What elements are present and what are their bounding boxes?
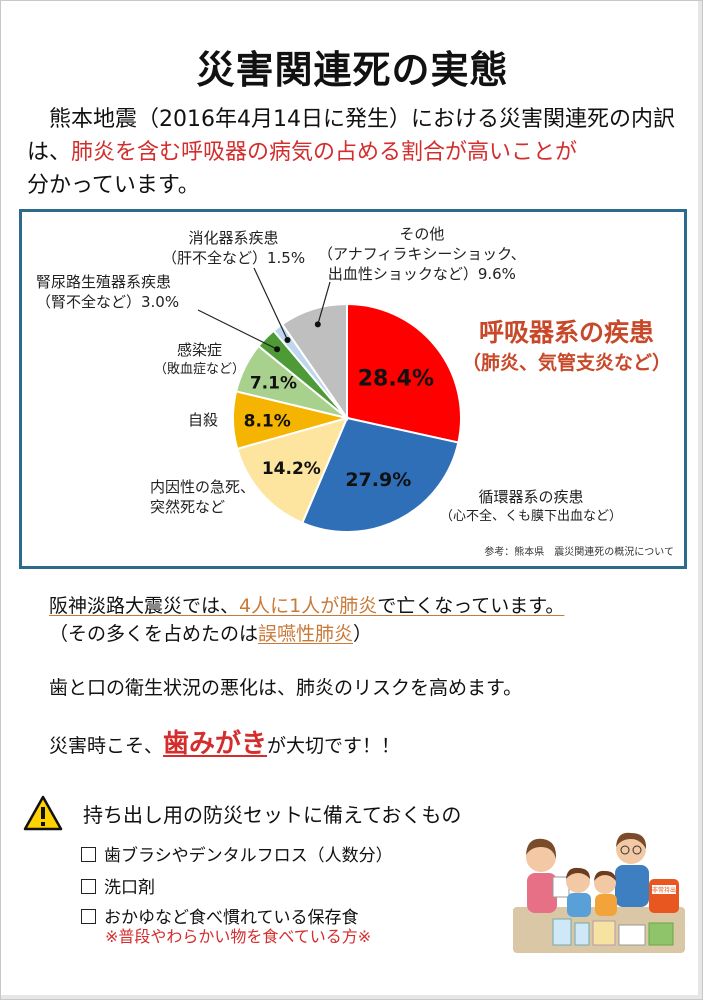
pie-slice bbox=[280, 302, 348, 422]
renal-label-sub: （腎不全など）3.0% bbox=[36, 293, 180, 311]
pie-slice-label: 14.2% bbox=[262, 459, 321, 479]
chart-source: 参考：熊本県 震災関連死の概況について bbox=[484, 547, 674, 558]
sudden-death-label-1: 内因性の急死、 bbox=[150, 478, 256, 496]
checklist-note: ※普段やわらかい物を食べている方※ bbox=[105, 927, 372, 946]
checkbox-icon bbox=[81, 879, 96, 894]
family-illustration: 非常持出 bbox=[513, 832, 685, 953]
hanshin-post: で亡くなっています。 bbox=[377, 595, 565, 617]
aspiration-line: （その多くを占めたのは誤嚥性肺炎） bbox=[49, 619, 372, 646]
other-label: その他 （アナフィラキシーショック、 出血性ショックなど）9.6% bbox=[318, 224, 526, 284]
other-label-sub: （アナフィラキシーショック、 bbox=[318, 245, 526, 263]
sudden-death-label: 内因性の急死、 突然死など bbox=[150, 477, 255, 517]
checklist-item-label: おかゆなど食べ慣れている保存食 bbox=[104, 908, 359, 928]
checklist-item: 洗口剤 bbox=[81, 873, 155, 898]
respiratory-label: 呼吸器系の疾患 （肺炎、気管支炎など） bbox=[462, 317, 671, 377]
aspiration-highlight: 誤嚥性肺炎 bbox=[258, 623, 354, 645]
circulatory-label: 循環器系の疾患 （心不全、くも膜下出血など） bbox=[440, 487, 622, 527]
checklist-title: 持ち出し用の防災セットに備えておくもの bbox=[83, 803, 462, 827]
leader-line bbox=[253, 267, 289, 341]
intro-highlight: 肺炎を含む呼吸器の病気の占める割合が高いことが bbox=[71, 140, 578, 165]
intro-paragraph: 熊本地震（2016年4月14日に発生）における災害関連死の内訳は、肺炎を含む呼吸… bbox=[27, 103, 687, 202]
circulatory-label-sub: （心不全、くも膜下出血など） bbox=[440, 509, 623, 524]
suicide-label: 自殺 bbox=[188, 410, 218, 430]
digestive-label: 消化器系疾患 （肝不全など）1.5% bbox=[162, 228, 305, 268]
checkbox-icon bbox=[81, 847, 96, 862]
hanshin-highlight: 4人に1人が肺炎 bbox=[239, 595, 378, 617]
renal-label: 腎尿路生殖器系疾患 （腎不全など）3.0% bbox=[36, 272, 179, 312]
leader-dot bbox=[274, 346, 281, 353]
pie-slice-label: 8.1% bbox=[244, 412, 291, 432]
infection-label-sub: （敗血症など） bbox=[154, 362, 246, 377]
suicide-label-text: 自殺 bbox=[188, 411, 219, 429]
pie-slice bbox=[236, 416, 349, 525]
pie-chart: 28.4% 27.9% 14.2% 8.1% 7.1% bbox=[197, 267, 462, 533]
page-title: 災害関連死の実態 bbox=[196, 48, 509, 92]
checklist-item: おかゆなど食べ慣れている保存食 bbox=[81, 903, 359, 928]
leader-line bbox=[317, 281, 331, 325]
pie-slice bbox=[346, 302, 462, 444]
pie-slice-label: 7.1% bbox=[250, 374, 297, 394]
hanshin-pre: 阪神淡路大震災では、 bbox=[49, 595, 240, 617]
brushing-post: が大切です！！ bbox=[267, 735, 401, 757]
checklist-header: 持ち出し用の防災セットに備えておくもの bbox=[23, 795, 461, 831]
digestive-label-title: 消化器系疾患 bbox=[188, 229, 279, 247]
pie-slice-label: 28.4% bbox=[358, 367, 434, 392]
checklist-item: 歯ブラシやデンタルフロス（人数分） bbox=[81, 841, 393, 866]
bag-label: 非常持出 bbox=[652, 886, 676, 894]
sudden-death-label-2: 突然死など bbox=[150, 498, 226, 516]
hanshin-line: 阪神淡路大震災では、4人に1人が肺炎で亡くなっています。 bbox=[49, 591, 564, 618]
other-label-title: その他 bbox=[399, 225, 445, 243]
brushing-emphasis: 歯みがき bbox=[163, 729, 268, 759]
leader-dot bbox=[314, 321, 321, 328]
renal-label-title: 腎尿路生殖器系疾患 bbox=[36, 273, 172, 291]
warning-icon bbox=[23, 795, 63, 831]
pie-slice-label: 27.9% bbox=[345, 469, 411, 491]
leader-line bbox=[197, 309, 278, 350]
brushing-pre: 災害時こそ、 bbox=[49, 735, 164, 757]
circulatory-label-title: 循環器系の疾患 bbox=[478, 488, 584, 506]
digestive-label-sub: （肝不全など）1.5% bbox=[162, 249, 306, 267]
other-label-sub2: 出血性ショックなど）9.6% bbox=[327, 265, 516, 283]
aspiration-pre: （その多くを占めたのは bbox=[49, 623, 259, 645]
intro-text-2: 分かっています。 bbox=[27, 173, 200, 198]
infection-label: 感染症 （敗血症など） bbox=[154, 340, 245, 380]
infection-label-title: 感染症 bbox=[177, 341, 223, 359]
hygiene-line: 歯と口の衛生状況の悪化は、肺炎のリスクを高めます。 bbox=[49, 677, 523, 699]
respiratory-label-title: 呼吸器系の疾患 bbox=[479, 318, 655, 347]
checklist-item-label: 歯ブラシやデンタルフロス（人数分） bbox=[104, 846, 393, 866]
pie-chart-panel: 28.4% 27.9% 14.2% 8.1% 7.1% 呼吸器系の疾患 （肺炎、気管支炎… bbox=[19, 209, 687, 569]
pie-slice bbox=[300, 416, 460, 533]
respiratory-label-sub: （肺炎、気管支炎など） bbox=[462, 352, 672, 374]
checkbox-icon bbox=[81, 909, 96, 924]
aspiration-post: ） bbox=[353, 623, 373, 645]
intro-text-1: 熊本地震（2016年4月14日に発生）における災害関連死の内訳は、 bbox=[27, 107, 675, 165]
brushing-line: 災害時こそ、歯みがきが大切です！！ bbox=[49, 723, 400, 760]
leader-dot bbox=[284, 337, 291, 344]
checklist-item-label: 洗口剤 bbox=[104, 878, 155, 898]
